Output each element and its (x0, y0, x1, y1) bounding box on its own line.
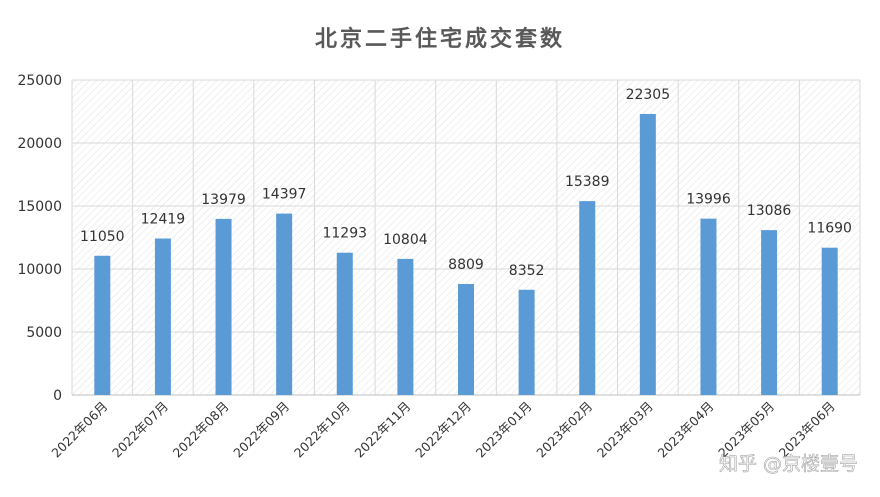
y-tick-label: 0 (53, 388, 62, 404)
bar (215, 218, 232, 395)
data-label: 13086 (747, 203, 792, 219)
bar (94, 255, 111, 395)
bar (397, 258, 414, 395)
bar (821, 247, 838, 395)
bar (579, 201, 596, 395)
x-tick-label: 2022年08月 (170, 399, 232, 461)
data-label: 11293 (322, 226, 367, 242)
data-label: 22305 (626, 87, 671, 103)
data-label: 8352 (509, 263, 545, 279)
x-axis: 2022年06月2022年07月2022年08月2022年09月2022年10月… (48, 399, 837, 461)
bar (458, 284, 474, 395)
x-tick-label: 2023年01月 (473, 399, 535, 461)
x-tick-label: 2022年12月 (412, 399, 474, 461)
y-axis: 0 5000 10000 15000 20000 25000 (17, 73, 62, 404)
x-tick-label: 2023年03月 (594, 399, 656, 461)
bar (761, 230, 778, 395)
y-tick-label: 5000 (26, 325, 62, 341)
y-tick-label: 25000 (17, 73, 62, 89)
y-tick-label: 10000 (17, 262, 62, 278)
data-label: 10804 (383, 232, 428, 248)
data-label: 13996 (686, 192, 731, 208)
chart-title: 北京二手住宅成交套数 (315, 26, 565, 52)
x-tick-label: 2022年10月 (291, 399, 353, 461)
data-label: 13979 (201, 192, 246, 208)
data-label: 8809 (448, 257, 484, 273)
x-tick-label: 2022年11月 (351, 399, 413, 461)
x-tick-label: 2022年06月 (48, 399, 110, 461)
bar (276, 213, 293, 395)
bar (518, 289, 535, 395)
data-label: 11690 (807, 221, 852, 237)
y-tick-label: 15000 (17, 199, 62, 215)
bar (700, 218, 717, 395)
x-tick-label: 2022年09月 (230, 399, 292, 461)
data-label: 11050 (80, 229, 125, 245)
grid-lines (71, 79, 861, 396)
data-label: 14397 (262, 187, 307, 203)
watermark: 知乎 @京楼壹号 (719, 453, 858, 475)
data-label: 12419 (141, 212, 186, 228)
x-tick-label: 2023年04月 (655, 399, 717, 461)
data-label: 15389 (565, 174, 610, 190)
bars (94, 113, 838, 395)
bar (154, 238, 171, 395)
y-tick-label: 20000 (17, 136, 62, 152)
x-tick-label: 2023年05月 (715, 399, 777, 461)
bar (639, 113, 656, 395)
x-tick-label: 2022年07月 (109, 399, 171, 461)
x-tick-label: 2023年02月 (533, 399, 595, 461)
bar (336, 252, 353, 395)
x-tick-label: 2023年06月 (776, 399, 838, 461)
data-labels: 11050 12419 13979 14397 11293 10804 8809 8352 15… (80, 87, 852, 279)
